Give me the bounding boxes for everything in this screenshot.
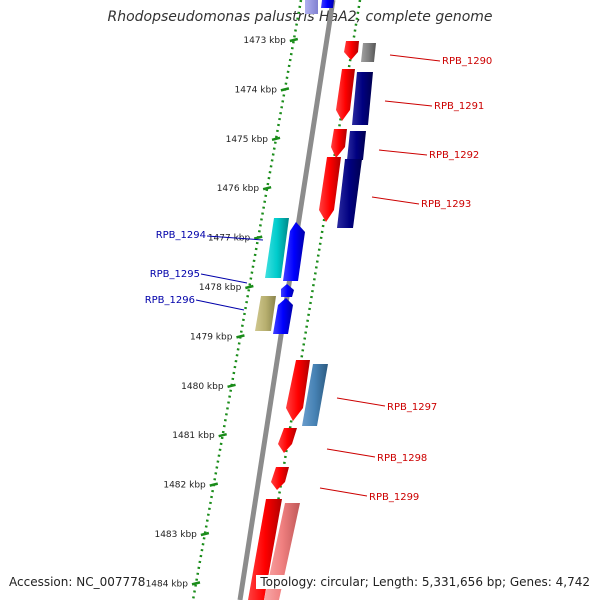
- tick-label-1484: 1484 kbp: [146, 579, 189, 589]
- leader-line-RPB_1296: [195, 299, 245, 311]
- gene-label-RPB_1298[interactable]: RPB_1298: [377, 453, 427, 464]
- gene-label-RPB_1290[interactable]: RPB_1290: [442, 56, 492, 67]
- tick-mark-1474: [280, 87, 290, 92]
- gene-RPB_1292-b[interactable]: [347, 131, 366, 160]
- tick-label-1480: 1480 kbp: [181, 382, 224, 392]
- leader-line-RPB_1294: [206, 235, 264, 241]
- gene-top-lavender[interactable]: [305, 0, 318, 14]
- leader-line-RPB_1298: [326, 448, 376, 458]
- gene-RPB_1290-a[interactable]: [344, 41, 359, 60]
- gene-label-RPB_1297[interactable]: RPB_1297: [387, 402, 437, 413]
- gene-label-RPB_1292[interactable]: RPB_1292: [429, 150, 479, 161]
- leader-line-RPB_1297: [336, 397, 386, 407]
- gene-label-RPB_1294[interactable]: RPB_1294: [156, 230, 206, 241]
- gene-labels: RPB_1290 RPB_1291 RPB_1292 RPB_1293 RPB_1294…: [145, 54, 492, 503]
- gene-RPB_1296-a[interactable]: [255, 296, 276, 331]
- gene-RPB_1298[interactable]: [278, 428, 297, 453]
- gene-RPB_1291-b[interactable]: [352, 72, 373, 125]
- gene-RPB_1294-a[interactable]: [265, 218, 289, 278]
- tick-mark-1483: [200, 531, 210, 537]
- leader-line-RPB_1299: [319, 487, 368, 497]
- tick-label-1481: 1481 kbp: [172, 431, 215, 441]
- accession-text: Accession: NC_007778: [9, 575, 146, 589]
- gene-RPB_1299[interactable]: [271, 467, 289, 490]
- tick-label-1473: 1473 kbp: [243, 36, 286, 46]
- gene-RPB_1293-a[interactable]: [319, 157, 341, 222]
- genome-summary-text: Topology: circular; Length: 5,331,656 bp…: [256, 575, 590, 589]
- tick-mark-1479: [236, 334, 245, 339]
- tick-mark-1482: [209, 482, 219, 487]
- tick-mark-1480: [227, 383, 236, 389]
- tick-mark-1473: [289, 37, 299, 43]
- tick-mark-1478: [245, 284, 254, 290]
- gene-features: [248, 0, 376, 600]
- gene-RPB_1290-b[interactable]: [361, 43, 376, 62]
- tick-mark-1484: [191, 581, 201, 586]
- tick-mark-1475: [271, 136, 281, 142]
- leader-line-RPB_1293: [371, 196, 420, 205]
- scale-ticks: 1473 kbp 1474 kbp 1475 kbp 1476 kbp 1477 kbp…: [146, 36, 299, 589]
- leader-line-RPB_1291: [384, 100, 433, 107]
- gene-top-blue[interactable]: [321, 0, 334, 8]
- gene-RPB_1296-b[interactable]: [273, 298, 293, 334]
- tick-label-1475: 1475 kbp: [226, 135, 269, 145]
- gene-RPB_1297-a[interactable]: [286, 360, 310, 421]
- leader-line-RPB_1295: [200, 273, 248, 284]
- gene-RPB_1292-a[interactable]: [331, 129, 347, 158]
- tick-label-1477: 1477 kbp: [208, 234, 251, 244]
- gene-bottom-red[interactable]: [248, 499, 282, 600]
- tick-label-1476: 1476 kbp: [217, 184, 260, 194]
- gene-RPB_1293-b[interactable]: [337, 159, 362, 228]
- gene-label-RPB_1299[interactable]: RPB_1299: [369, 492, 419, 503]
- gene-RPB_1297-b[interactable]: [302, 364, 328, 426]
- gene-label-RPB_1295[interactable]: RPB_1295: [150, 269, 200, 280]
- tick-label-1483: 1483 kbp: [154, 530, 197, 540]
- tick-label-1482: 1482 kbp: [163, 481, 206, 491]
- tick-label-1478: 1478 kbp: [199, 283, 242, 293]
- gene-label-RPB_1293[interactable]: RPB_1293: [421, 199, 471, 210]
- gene-RPB_1291-a[interactable]: [336, 69, 355, 121]
- tick-label-1479: 1479 kbp: [190, 332, 233, 342]
- gene-label-RPB_1291[interactable]: RPB_1291: [434, 101, 484, 112]
- gene-label-RPB_1296[interactable]: RPB_1296: [145, 295, 195, 306]
- gene-RPB_1294-b[interactable]: [283, 222, 305, 281]
- tick-label-1474: 1474 kbp: [235, 85, 278, 95]
- tick-mark-1481: [218, 432, 227, 438]
- gene-RPB_1295[interactable]: [281, 284, 294, 297]
- leader-line-RPB_1290: [389, 54, 441, 62]
- tick-mark-1477: [253, 235, 263, 240]
- leader-line-RPB_1292: [378, 149, 428, 156]
- map-title: Rhodopseudomonas palustris HaA2, complet…: [107, 9, 493, 25]
- tick-mark-1476: [262, 185, 272, 191]
